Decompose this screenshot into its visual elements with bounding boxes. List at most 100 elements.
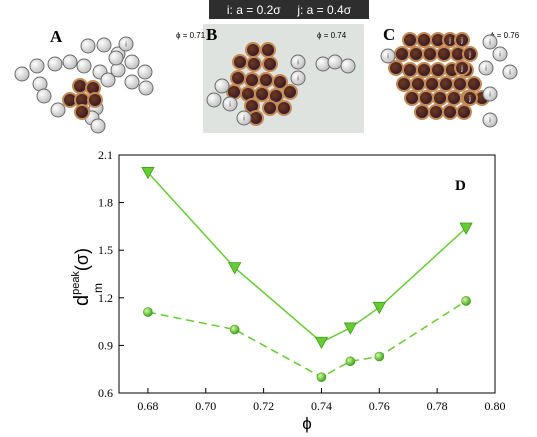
bead-j <box>418 90 434 106</box>
bead-j <box>416 62 432 78</box>
bead-i <box>124 54 140 70</box>
bead-j <box>272 74 288 90</box>
series-2-point <box>229 324 240 335</box>
x-tick-label: 0.68 <box>137 399 158 413</box>
x-tick-label: 0.74 <box>311 399 332 413</box>
bead-j <box>424 76 440 92</box>
x-tick-label: 0.72 <box>253 399 274 413</box>
bead-i: i <box>478 60 494 76</box>
bead-label: j <box>460 66 463 73</box>
bead-j: j <box>454 32 470 48</box>
bead-i: i <box>380 48 396 64</box>
bead-i <box>50 102 66 118</box>
series-1-point <box>141 167 155 180</box>
bead-label: i <box>243 116 245 123</box>
y-axis-ticks: 0.6 0.9 1.2 1.5 1.8 2.1 <box>98 148 124 400</box>
bead-i <box>340 58 356 74</box>
bead-j <box>446 90 462 106</box>
bead-j <box>260 42 276 58</box>
x-tick-label: 0.80 <box>485 399 506 413</box>
bead-i <box>62 54 78 70</box>
bead-j <box>262 56 278 72</box>
bead-i <box>96 37 112 53</box>
y-axis-label-main: d <box>71 295 93 306</box>
bead-i <box>138 80 154 96</box>
bead-j <box>276 100 292 116</box>
bead-i <box>108 50 124 66</box>
bead-j <box>422 46 438 62</box>
y-tick-label: 1.2 <box>98 291 113 305</box>
bead-i: i <box>290 54 306 70</box>
panel-a-phi: ϕ = 0.71 <box>176 31 206 40</box>
bead-j <box>244 72 260 88</box>
bead-i: i <box>222 96 238 112</box>
bead-j <box>416 32 432 48</box>
bead-i <box>100 72 116 88</box>
x-axis-label: ϕ <box>302 414 312 433</box>
bead-i: i <box>482 34 498 50</box>
bead-j <box>394 46 410 62</box>
bead-i <box>80 38 96 54</box>
bead-j <box>410 76 426 92</box>
panel-letter-b: B <box>206 25 217 44</box>
bead-j <box>436 46 452 62</box>
bead-j <box>246 56 262 72</box>
bead-j <box>396 76 412 92</box>
bead-i <box>214 78 230 94</box>
series-1-point <box>372 301 386 315</box>
bead-label: i <box>229 102 231 109</box>
panel-b-phi: ϕ = 0.74 <box>317 31 347 40</box>
series-1-point <box>314 336 329 350</box>
bead-j <box>74 104 90 120</box>
bead-j <box>262 100 278 116</box>
bead-j <box>402 62 418 78</box>
series-2-point <box>143 307 153 317</box>
bead-label: i <box>489 40 491 47</box>
bead-j <box>452 76 468 92</box>
chart-plot-frame <box>118 154 496 394</box>
bead-label: i <box>297 76 299 83</box>
bead-label: j <box>468 52 471 59</box>
bead-j <box>254 86 270 102</box>
bead-label: i <box>387 54 389 61</box>
bead-i <box>76 58 92 74</box>
y-tick-label: 2.1 <box>98 148 113 162</box>
bead-label: i <box>489 118 491 125</box>
bead-label: j <box>460 38 463 45</box>
bead-j <box>282 84 298 100</box>
bead-i: i <box>118 36 134 52</box>
series-2-point <box>374 351 385 362</box>
bead-j <box>72 78 88 94</box>
bead-j <box>428 104 444 120</box>
bead-j: j <box>454 60 470 76</box>
bead-i <box>124 74 140 90</box>
bead-j <box>432 90 448 106</box>
bead-i: i <box>482 86 498 102</box>
bead-j <box>456 104 472 120</box>
bead-j <box>232 54 248 70</box>
bead-label: j <box>448 38 451 45</box>
y-tick-label: 0.9 <box>98 338 113 352</box>
series-markers <box>141 167 473 382</box>
bead-j: j <box>462 90 478 106</box>
bead-label: i <box>485 66 487 73</box>
bead-j <box>258 72 274 88</box>
bead-i: i <box>502 64 518 80</box>
bead-j <box>466 76 482 92</box>
series-1-point <box>228 262 242 275</box>
bead-size-legend: i: a = 0.2σ j: a = 0.4σ <box>209 0 369 19</box>
bead-label: i <box>489 92 491 99</box>
y-axis-label-unit: (σ) <box>72 248 92 271</box>
bead-i: i <box>236 110 252 126</box>
bead-i: i <box>290 70 306 86</box>
y-axis-label: dpeak(σ) m <box>70 248 105 306</box>
bead-label: j <box>468 96 471 103</box>
panel-letter-c: C <box>383 25 395 44</box>
bead-j <box>388 60 404 76</box>
series-lines <box>147 171 467 378</box>
bead-label: i <box>297 60 299 67</box>
bead-j <box>442 104 458 120</box>
bead-i <box>327 54 343 70</box>
